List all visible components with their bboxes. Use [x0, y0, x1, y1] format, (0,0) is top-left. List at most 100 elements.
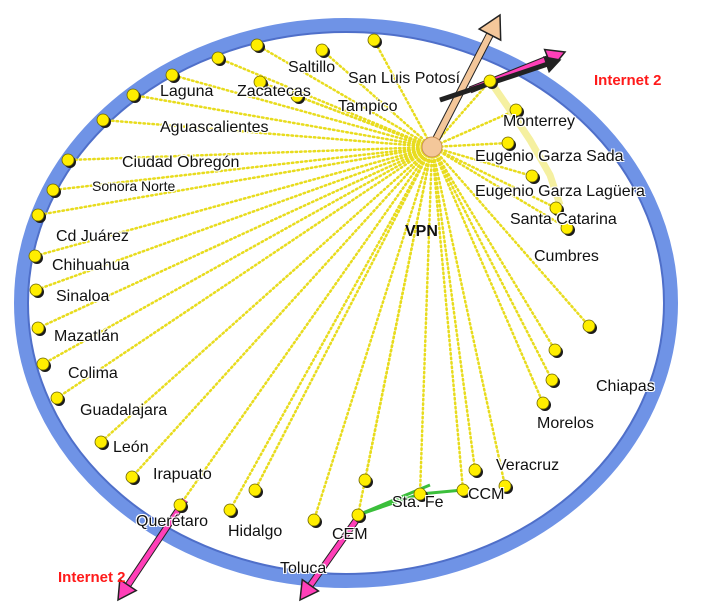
vpn-spoke — [36, 145, 434, 330]
site-label: Querétaro — [136, 513, 209, 530]
site-node — [31, 321, 45, 335]
vpn-spoke — [178, 145, 434, 507]
site-node — [351, 508, 365, 522]
site-node — [545, 373, 559, 387]
site-node — [536, 396, 550, 410]
site-node — [456, 483, 470, 497]
hub-label: VPN — [405, 223, 438, 240]
site-label: Guadalajara — [80, 402, 168, 419]
vpn-hub — [421, 136, 443, 158]
site-node — [173, 498, 187, 512]
site-label: Saltillo — [288, 59, 336, 76]
site-label: Ciudad Obregón — [122, 154, 240, 171]
site-label: Morelos — [537, 415, 594, 432]
vpn-spoke — [312, 145, 434, 522]
site-label: CEM — [332, 526, 368, 543]
vpn-spoke — [363, 145, 434, 482]
site-node — [367, 33, 381, 47]
vpn-spoke — [430, 145, 569, 230]
vpn-spoke — [430, 145, 545, 405]
site-node — [46, 183, 60, 197]
vpn-spoke — [216, 56, 434, 149]
site-label: Colima — [68, 365, 118, 382]
vpn-spoke — [99, 145, 434, 444]
vpn-spoke — [430, 145, 591, 328]
site-label: Tampico — [338, 98, 398, 115]
vpn-spoke — [101, 118, 434, 149]
internet2-label-bottom: Internet 2 — [58, 569, 126, 586]
site-label: Cd Juárez — [56, 228, 129, 245]
monterrey-backbone — [487, 79, 564, 207]
site-node — [31, 208, 45, 222]
vpn-spoke — [295, 94, 434, 149]
vpn-spoke — [33, 145, 434, 258]
vpn-spoke — [430, 141, 510, 149]
vpn-spoke — [130, 145, 434, 479]
vpn-spoke — [430, 145, 557, 352]
site-node — [509, 103, 523, 117]
vpn-spoke — [430, 145, 507, 488]
site-label: Sonora Norte — [92, 178, 176, 194]
site-node — [250, 38, 264, 52]
site-node — [483, 74, 497, 88]
vpn-spoke — [372, 38, 434, 149]
site-label: CCM — [468, 486, 505, 503]
vpn-spoke — [34, 145, 434, 292]
vpn-spoke — [320, 48, 434, 149]
site-label: Chiapas — [596, 378, 655, 395]
site-label: Laguna — [160, 83, 214, 100]
vpn-spoke — [255, 43, 434, 149]
site-label: Sta. Fe — [392, 494, 444, 511]
site-node — [96, 113, 110, 127]
site-node — [560, 221, 574, 235]
site-label: Irapuato — [153, 466, 212, 483]
vpn-spoke — [418, 145, 434, 496]
site-label: Aguascalientes — [160, 119, 269, 136]
site-node — [549, 201, 563, 215]
site-node — [548, 343, 562, 357]
site-node — [498, 479, 512, 493]
vpn-spoke — [170, 73, 434, 149]
site-node — [211, 51, 225, 65]
site-node — [307, 513, 321, 527]
vpn-spoke — [430, 145, 558, 210]
vpn-spoke — [55, 145, 434, 400]
site-node — [525, 169, 539, 183]
site-label: Veracruz — [496, 457, 560, 474]
toluca-arrow — [299, 509, 365, 602]
site-node — [501, 136, 515, 150]
site-label: Eugenio Garza Sada — [475, 148, 624, 165]
site-label: León — [113, 439, 149, 456]
site-label: Chihuahua — [52, 257, 130, 274]
site-node — [358, 473, 372, 487]
site-node — [125, 470, 139, 484]
site-label: Toluca — [280, 560, 327, 577]
vpn-spoke — [430, 145, 534, 178]
site-node — [582, 319, 596, 333]
vpn-spoke — [430, 145, 477, 472]
vpn-spokes — [33, 38, 591, 522]
site-node — [28, 249, 42, 263]
vpn-spoke — [41, 145, 434, 366]
vpn-spoke — [430, 145, 465, 492]
site-node — [126, 88, 140, 102]
vpn-spoke — [228, 145, 434, 512]
site-node — [253, 75, 267, 89]
vpn-spoke — [131, 93, 434, 149]
site-label: Cumbres — [534, 248, 599, 265]
site-node — [165, 68, 179, 82]
vpn-spoke — [36, 145, 434, 217]
vpn-spoke — [253, 145, 434, 492]
network-ring-outer — [14, 18, 678, 588]
site-label: Monterrey — [503, 113, 576, 130]
vpn-spoke — [51, 145, 434, 192]
site-label: Sinaloa — [56, 288, 110, 305]
vpn-spoke — [66, 145, 434, 162]
site-label: San Luis Potosí — [348, 70, 461, 87]
site-label: Eugenio Garza Lagüera — [475, 183, 645, 200]
network-ring-inner — [27, 31, 665, 575]
site-node — [94, 435, 108, 449]
site-node — [29, 283, 43, 297]
site-label: Mazatlán — [54, 328, 119, 345]
site-node — [61, 153, 75, 167]
